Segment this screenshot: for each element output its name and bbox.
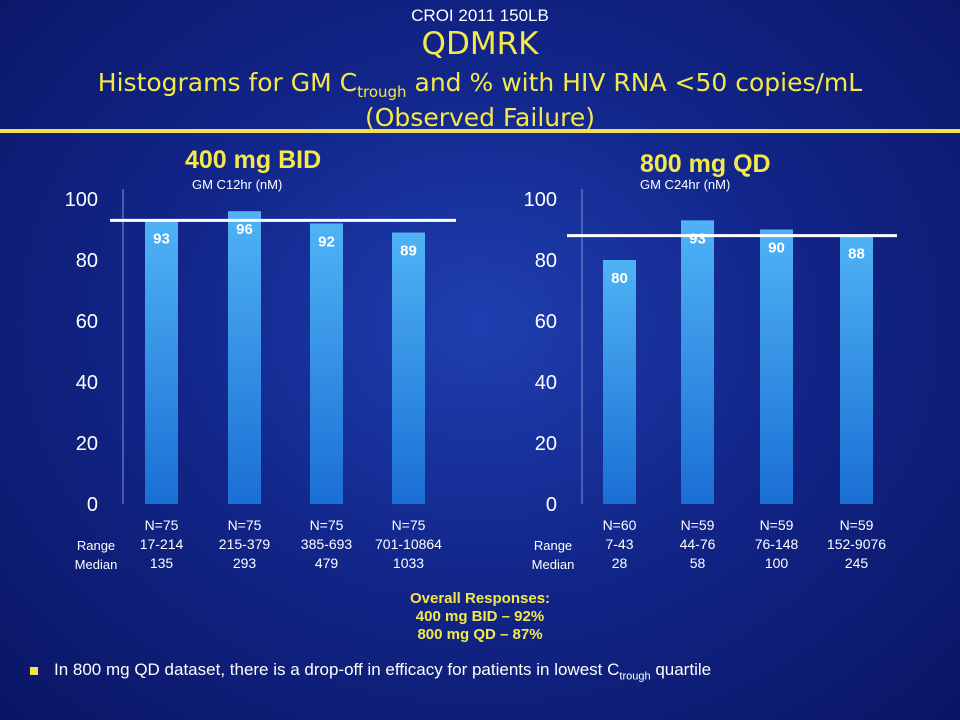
- y-tick-label: 0: [87, 494, 98, 516]
- category-median-label: 100: [765, 555, 789, 571]
- right-chart-title: 800 mg QD: [640, 150, 771, 178]
- bar: [228, 211, 261, 504]
- bar: [603, 260, 636, 504]
- y-tick-label: 40: [76, 372, 98, 394]
- category-median-label: 28: [612, 555, 628, 571]
- bar: [145, 220, 178, 504]
- y-tick-label: 100: [524, 189, 557, 211]
- category-n-label: N=60: [603, 517, 637, 533]
- subtitle-pre: Histograms for GM C: [97, 68, 358, 97]
- bar-value-label: 96: [236, 221, 253, 238]
- bar-value-label: 92: [318, 233, 335, 250]
- left-chart-title: 400 mg BID: [185, 146, 322, 174]
- category-n-label: N=59: [681, 517, 715, 533]
- category-range-label: 701-10864: [375, 536, 442, 552]
- category-n-label: N=75: [145, 517, 179, 533]
- row-label-range: Range: [534, 538, 572, 553]
- category-n-label: N=59: [840, 517, 874, 533]
- overall-responses-bid: 400 mg BID – 92%: [415, 608, 545, 625]
- category-range-label: 44-76: [680, 536, 716, 552]
- category-range-label: 385-693: [301, 536, 353, 552]
- y-tick-label: 40: [535, 372, 557, 394]
- bullet-square-icon: [30, 666, 38, 675]
- category-n-label: N=75: [310, 517, 344, 533]
- subtitle-post: and % with HIV RNA <50 copies/mL: [406, 68, 863, 97]
- left-chart-xlabel: GM C12hr (nM): [192, 177, 283, 192]
- slide-subtitle: Histograms for GM Ctrough and % with HIV…: [0, 70, 960, 131]
- conference-label: CROI 2011 150LB: [411, 6, 549, 25]
- category-range-label: 215-379: [219, 536, 271, 552]
- y-tick-label: 20: [535, 433, 557, 455]
- y-tick-label: 60: [76, 311, 98, 333]
- category-range-label: 17-214: [140, 536, 184, 552]
- y-tick-label: 60: [535, 311, 557, 333]
- y-tick-label: 0: [546, 494, 557, 516]
- bar-value-label: 80: [611, 270, 628, 287]
- overall-responses-heading: Overall Responses:: [409, 590, 551, 607]
- category-range-label: 76-148: [755, 536, 799, 552]
- category-range-label: 152-9076: [827, 536, 886, 552]
- bar-value-label: 90: [768, 240, 785, 257]
- bullet-text-post: quartile: [650, 660, 712, 679]
- category-median-label: 135: [150, 555, 174, 571]
- subtitle-sub: trough: [357, 83, 407, 101]
- category-median-label: 245: [845, 555, 869, 571]
- category-median-label: 293: [233, 555, 257, 571]
- subtitle-line2: (Observed Failure): [365, 103, 595, 132]
- category-median-label: 58: [690, 555, 706, 571]
- row-label-range: Range: [77, 538, 115, 553]
- y-tick-label: 20: [76, 433, 98, 455]
- bar-value-label: 93: [689, 230, 706, 247]
- category-range-label: 7-43: [605, 536, 633, 552]
- bar-value-label: 89: [400, 243, 417, 260]
- row-label-median: Median: [75, 557, 118, 572]
- bullet-text-pre: In 800 mg QD dataset, there is a drop-of…: [54, 660, 620, 679]
- category-median-label: 479: [315, 555, 339, 571]
- bar: [681, 220, 714, 504]
- category-median-label: 1033: [393, 555, 424, 571]
- y-tick-label: 100: [65, 189, 98, 211]
- right-chart-xlabel: GM C24hr (nM): [640, 177, 731, 192]
- category-n-label: N=59: [760, 517, 794, 533]
- bar: [392, 232, 425, 505]
- study-title: QDMRK: [421, 26, 539, 62]
- conclusion-bullet: In 800 mg QD dataset, there is a drop-of…: [30, 660, 711, 682]
- bar: [760, 229, 793, 504]
- y-tick-label: 80: [76, 250, 98, 272]
- bar-value-label: 88: [848, 246, 865, 263]
- category-n-label: N=75: [392, 517, 426, 533]
- bar: [840, 235, 873, 504]
- bar: [310, 223, 343, 504]
- category-n-label: N=75: [228, 517, 262, 533]
- row-label-median: Median: [532, 557, 575, 572]
- bar-value-label: 93: [153, 230, 170, 247]
- title-divider: [0, 129, 960, 133]
- y-tick-label: 80: [535, 250, 557, 272]
- overall-responses-qd: 800 mg QD – 87%: [417, 626, 543, 643]
- bullet-text-sub: trough: [619, 670, 651, 683]
